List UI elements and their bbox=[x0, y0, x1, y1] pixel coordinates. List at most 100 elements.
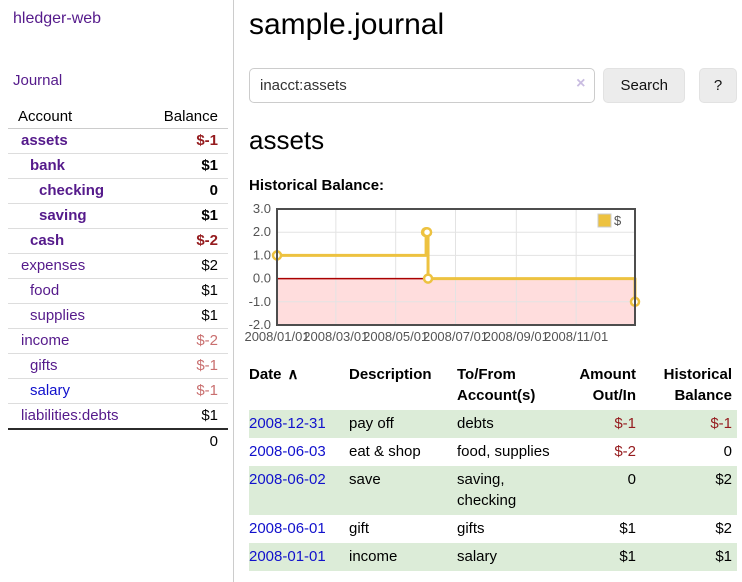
balance-cell: $2 bbox=[715, 520, 732, 537]
accounts-table: Account Balance assets $-1 bank $1 checking 0… bbox=[8, 105, 228, 454]
table-row: 2008-06-02 save saving, checking 0 $2 bbox=[249, 466, 737, 515]
account-cell: supplies bbox=[8, 303, 140, 329]
sidebar-account-link[interactable]: saving bbox=[39, 207, 87, 224]
account-row: bank $1 bbox=[8, 153, 228, 179]
sidebar-account-link[interactable]: bank bbox=[30, 157, 66, 174]
column-header: Historical Balance bbox=[663, 366, 732, 404]
description-cell: eat & shop bbox=[349, 443, 421, 460]
transaction-date-link[interactable]: 2008-06-03 bbox=[249, 443, 326, 460]
balance-cell: 0 bbox=[723, 443, 732, 460]
register-header-row: Date ∧ Description To/From Account(s) Amount O… bbox=[249, 362, 737, 410]
date-cell: 2008-01-01 bbox=[249, 543, 343, 571]
account-balance: $1 bbox=[139, 203, 228, 229]
sidebar: hledger-web Journal Account Balance asse… bbox=[0, 0, 234, 582]
account-heading: assets bbox=[249, 125, 325, 155]
description-cell: gift bbox=[349, 520, 370, 537]
svg-text:2008/11/01: 2008/11/01 bbox=[544, 329, 608, 344]
date-cell: 2008-06-02 bbox=[249, 466, 343, 515]
account-row: cash $-2 bbox=[8, 228, 228, 254]
account-cell: bank bbox=[8, 153, 140, 179]
svg-text:2.0: 2.0 bbox=[253, 224, 271, 239]
account-balance: $-2 bbox=[139, 328, 228, 354]
search-button[interactable]: Search bbox=[603, 68, 685, 103]
description-cell: pay off bbox=[349, 415, 394, 432]
account-row: food $1 bbox=[8, 278, 228, 304]
account-balance: $1 bbox=[139, 403, 228, 430]
historical-balance-chart[interactable]: $3.0 2.0 1.0 0.0 -1.0 -2.0 2008/01/01 2008/03/0… bbox=[244, 201, 739, 352]
description-cell: save bbox=[349, 471, 381, 488]
sidebar-account-link[interactable]: liabilities:debts bbox=[21, 407, 119, 424]
account-row: income $-2 bbox=[8, 328, 228, 354]
accounts-total-value: 0 bbox=[139, 428, 228, 454]
account-balance: $-2 bbox=[139, 228, 228, 254]
transaction-date-link[interactable]: 2008-06-01 bbox=[249, 520, 326, 537]
chart-svg: $3.0 2.0 1.0 0.0 -1.0 -2.02008/01/012008/03/0… bbox=[244, 201, 641, 344]
sidebar-item-journal[interactable]: Journal bbox=[13, 72, 63, 89]
balance-cell: $2 bbox=[715, 471, 732, 488]
accounts-cell: salary bbox=[457, 548, 498, 565]
transaction-date-link[interactable]: 2008-01-01 bbox=[249, 548, 326, 565]
table-row: 2008-06-01 gift gifts $1 $2 bbox=[249, 515, 737, 543]
account-cell: checking bbox=[8, 178, 140, 204]
account-cell: assets bbox=[8, 128, 140, 154]
sidebar-account-link[interactable]: checking bbox=[39, 182, 105, 199]
svg-text:2008/01/01: 2008/01/01 bbox=[244, 329, 309, 344]
table-row: 2008-06-03 eat & shop food, supplies $-2 0 bbox=[249, 438, 737, 466]
account-cell: cash bbox=[8, 228, 140, 254]
account-balance: $-1 bbox=[139, 378, 228, 404]
column-header: Date ∧ bbox=[249, 366, 299, 383]
account-balance: $-1 bbox=[139, 128, 228, 154]
svg-text:2008/09/01: 2008/09/01 bbox=[484, 329, 549, 344]
column-header: Amount Out/In bbox=[579, 366, 636, 404]
account-row: expenses $2 bbox=[8, 253, 228, 279]
sidebar-account-link[interactable]: food bbox=[30, 282, 60, 299]
account-balance: $1 bbox=[139, 153, 228, 179]
svg-text:-1.0: -1.0 bbox=[249, 294, 271, 309]
account-row: gifts $-1 bbox=[8, 353, 228, 379]
amount-cell: $-1 bbox=[614, 415, 636, 432]
page-title: sample.journal bbox=[249, 8, 445, 41]
svg-text:2008/07/01: 2008/07/01 bbox=[423, 329, 488, 344]
search-box: × bbox=[249, 68, 596, 103]
sidebar-account-link[interactable]: income bbox=[21, 332, 70, 349]
accounts-cell: saving, checking bbox=[457, 471, 517, 509]
sidebar-account-link[interactable]: gifts bbox=[30, 357, 58, 374]
sidebar-account-link[interactable]: assets bbox=[21, 132, 68, 149]
accounts-header-row: Account Balance bbox=[8, 105, 228, 129]
transaction-date-link[interactable]: 2008-06-02 bbox=[249, 471, 326, 488]
sidebar-account-link[interactable]: expenses bbox=[21, 257, 86, 274]
account-cell: salary bbox=[8, 378, 140, 404]
total-spacer bbox=[8, 428, 140, 454]
brand-link[interactable]: hledger-web bbox=[13, 10, 102, 27]
svg-text:3.0: 3.0 bbox=[253, 201, 271, 216]
amount-cell: $-2 bbox=[614, 443, 636, 460]
date-cell: 2008-12-31 bbox=[249, 410, 343, 438]
transaction-date-link[interactable]: 2008-12-31 bbox=[249, 415, 326, 432]
amount-cell: $1 bbox=[619, 520, 636, 537]
accounts-cell: gifts bbox=[457, 520, 485, 537]
svg-text:1.0: 1.0 bbox=[253, 247, 271, 262]
search-input[interactable] bbox=[249, 68, 596, 103]
sidebar-account-link[interactable]: salary bbox=[30, 382, 71, 399]
chart-title: Historical Balance: bbox=[249, 177, 385, 194]
account-cell: expenses bbox=[8, 253, 140, 279]
date-cell: 2008-06-01 bbox=[249, 515, 343, 543]
register-table: Date ∧ Description To/From Account(s) Amount O… bbox=[249, 362, 737, 571]
account-balance: 0 bbox=[139, 178, 228, 204]
table-row: 2008-12-31 pay off debts $-1 $-1 bbox=[249, 410, 737, 438]
account-row: liabilities:debts $1 bbox=[8, 403, 228, 430]
svg-text:2008/03/01: 2008/03/01 bbox=[303, 329, 368, 344]
account-balance: $1 bbox=[139, 278, 228, 304]
account-balance: $2 bbox=[139, 253, 228, 279]
svg-text:0.0: 0.0 bbox=[253, 271, 271, 286]
help-button[interactable]: ? bbox=[699, 68, 737, 103]
account-cell: liabilities:debts bbox=[8, 403, 140, 430]
accounts-cell: food, supplies bbox=[457, 443, 550, 460]
clear-search-icon[interactable]: × bbox=[576, 75, 586, 92]
sidebar-account-link[interactable]: supplies bbox=[30, 307, 86, 324]
account-cell: saving bbox=[8, 203, 140, 229]
description-cell: income bbox=[349, 548, 398, 565]
balance-cell: $1 bbox=[715, 548, 732, 565]
sidebar-account-link[interactable]: cash bbox=[30, 232, 65, 249]
amount-cell: $1 bbox=[619, 548, 636, 565]
